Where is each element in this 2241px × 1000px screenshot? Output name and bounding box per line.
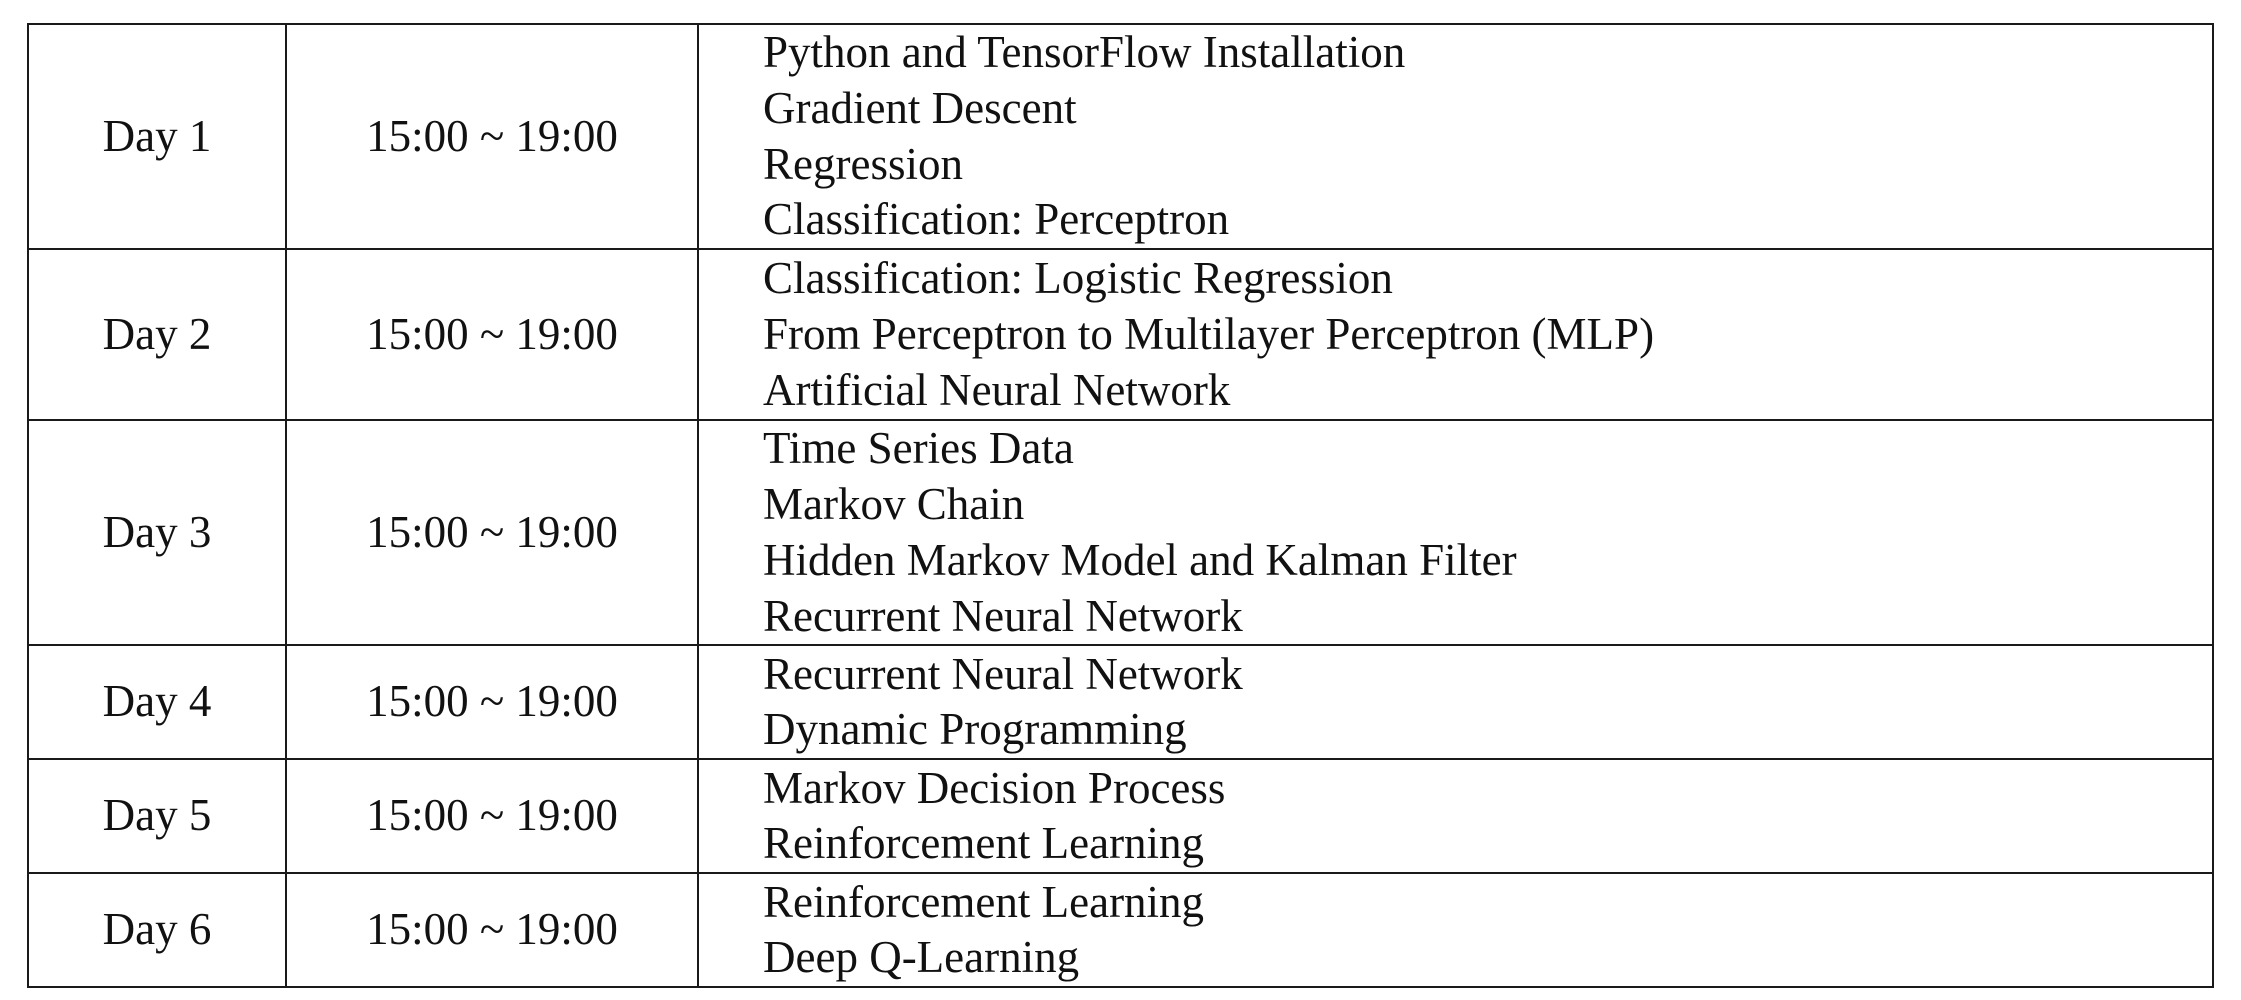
time-cell: 15:00 ~ 19:00 [285, 248, 699, 422]
topic-line: Deep Q-Learning [763, 932, 1080, 983]
topic-line: Artificial Neural Network [763, 364, 1231, 415]
time-cell: 15:00 ~ 19:00 [285, 22, 699, 251]
topics-cell: Reinforcement Learning Deep Q-Learning [697, 872, 2214, 989]
day-cell: Day 3 [27, 419, 287, 647]
topic-line: Markov Decision Process [763, 762, 1226, 813]
day-cell: Day 6 [27, 872, 287, 989]
schedule-row-day-4: Day 4 15:00 ~ 19:00 Recurrent Neural Net… [27, 644, 2214, 761]
topic-line: Recurrent Neural Network [763, 590, 1243, 641]
time-cell: 15:00 ~ 19:00 [285, 872, 699, 989]
topic-line: Dynamic Programming [763, 704, 1187, 755]
topic-line: Reinforcement Learning [763, 876, 1205, 927]
topics-cell: Classification: Logistic Regression From… [697, 248, 2214, 422]
topics-cell: Python and TensorFlow Installation Gradi… [697, 22, 2214, 251]
time-cell: 15:00 ~ 19:00 [285, 758, 699, 875]
schedule-row-day-2: Day 2 15:00 ~ 19:00 Classification: Logi… [27, 248, 2214, 422]
topic-line: Markov Chain [763, 478, 1025, 529]
topic-line: Recurrent Neural Network [763, 648, 1243, 699]
schedule-row-day-6: Day 6 15:00 ~ 19:00 Reinforcement Learni… [27, 872, 2214, 989]
topic-line: Reinforcement Learning [763, 818, 1205, 869]
time-cell: 15:00 ~ 19:00 [285, 419, 699, 647]
schedule-row-day-1: Day 1 15:00 ~ 19:00 Python and TensorFlo… [27, 22, 2214, 251]
topics-cell: Markov Decision Process Reinforcement Le… [697, 758, 2214, 875]
day-cell: Day 2 [27, 248, 287, 422]
topic-line: From Perceptron to Multilayer Perceptron… [763, 308, 1655, 359]
topic-line: Classification: Perceptron [763, 194, 1230, 245]
topic-line: Time Series Data [763, 423, 1074, 474]
topics-cell: Time Series Data Markov Chain Hidden Mar… [697, 419, 2214, 647]
topic-line: Gradient Descent [763, 82, 1077, 133]
topics-cell: Recurrent Neural Network Dynamic Program… [697, 644, 2214, 761]
time-cell: 15:00 ~ 19:00 [285, 644, 699, 761]
day-cell: Day 1 [27, 22, 287, 251]
topic-line: Regression [763, 138, 963, 189]
topic-line: Classification: Logistic Regression [763, 252, 1393, 303]
schedule-row-day-3: Day 3 15:00 ~ 19:00 Time Series Data Mar… [27, 419, 2214, 647]
topic-line: Python and TensorFlow Installation [763, 27, 1406, 77]
day-cell: Day 5 [27, 758, 287, 875]
day-cell: Day 4 [27, 644, 287, 761]
schedule-row-day-5: Day 5 15:00 ~ 19:00 Markov Decision Proc… [27, 758, 2214, 875]
schedule-table: Day 1 15:00 ~ 19:00 Python and TensorFlo… [27, 22, 2214, 989]
topic-line: Hidden Markov Model and Kalman Filter [763, 534, 1517, 585]
